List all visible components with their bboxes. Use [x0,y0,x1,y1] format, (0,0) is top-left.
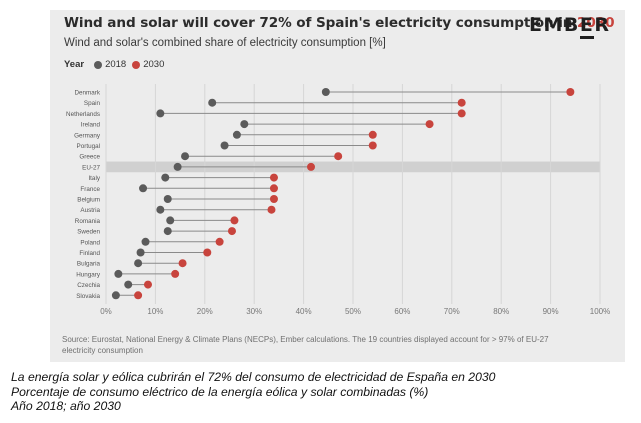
category-label: Bulgaria [77,261,101,268]
point-2030 [334,152,343,161]
category-label: Slovakia [76,293,100,300]
caption-line-2: Porcentaje de consumo eléctrico de la en… [11,384,429,399]
legend-item-2018: 2018 [94,59,126,70]
category-label: Ireland [81,122,101,129]
chart-legend: Year 2018 2030 [64,59,170,70]
point-2018 [111,291,120,300]
point-2030 [178,259,187,268]
title-text: Wind and solar will cover 72% of Spain's… [64,15,578,31]
legend-dot-2030 [132,60,141,69]
point-2030 [143,280,152,289]
x-tick-label: 10% [147,307,163,316]
point-2030 [215,237,224,246]
point-2018 [163,195,172,203]
category-label: Spain [84,100,101,107]
point-2030 [307,162,316,171]
category-label: Denmark [74,90,100,97]
category-label: Austria [80,207,100,214]
category-label: France [80,186,100,193]
caption: La energía solar y eólica cubrirán el 72… [11,370,495,414]
point-2018 [156,109,165,118]
point-2030 [203,248,212,257]
point-2030 [171,269,180,278]
point-2030 [368,130,377,139]
category-label: Poland [80,239,100,246]
category-label: Italy [88,175,100,182]
category-label: Portugal [77,143,100,150]
category-label: Belgium [77,197,100,204]
point-2030 [457,109,466,118]
category-label: Czechia [77,282,100,289]
chart-title: Wind and solar will cover 72% of Spain's… [64,15,615,31]
x-tick-label: 60% [394,307,410,316]
x-tick-label: 90% [543,307,559,316]
category-label: EU-27 [82,164,100,171]
legend-label-2030: 2030 [143,59,165,70]
x-tick-label: 70% [444,307,460,316]
category-label: Romania [75,218,101,225]
point-2018 [114,269,123,278]
point-2018 [139,184,148,193]
point-2018 [124,280,133,289]
x-tick-label: 40% [296,307,312,316]
point-2030 [269,173,278,182]
caption-line-1: La energía solar y eólica cubrirán el 72… [11,370,496,384]
point-2018 [166,216,175,225]
point-2030 [457,98,466,107]
x-tick-label: 100% [590,307,610,316]
category-label: Finland [79,250,100,257]
x-tick-label: 20% [197,307,213,316]
point-2018 [232,130,241,139]
x-tick-label: 30% [246,307,262,316]
point-2018 [161,173,170,182]
point-2030 [267,205,276,214]
category-label: Sweden [77,229,100,236]
source-note: Source: Eurostat, National Energy & Clim… [62,335,549,355]
point-2030 [230,216,239,225]
chart-subtitle: Wind and solar's combined share of elect… [64,37,386,49]
dumbbell-chart: 0% 10% 20% 30% 40% 50% 60% 70% 80% 90% 100% Denmark… [66,84,610,316]
caption-line-3: Año 2018; año 2030 [11,399,121,413]
x-tick-label: 80% [493,307,509,316]
legend-label-2018: 2018 [105,59,127,70]
x-tick-label: 50% [345,307,361,316]
point-2030 [134,291,143,300]
point-2030 [566,88,575,96]
legend-title: Year [64,59,85,70]
point-2030 [269,184,278,193]
point-2018 [240,120,249,129]
category-label: Germany [74,132,101,139]
point-2018 [208,98,217,107]
point-2030 [368,141,377,150]
legend-item-2030: 2030 [132,59,164,70]
point-2018 [321,88,330,96]
category-label: Greece [79,154,100,161]
point-2030 [227,227,236,236]
category-label: Netherlands [66,111,100,118]
ember-logo: EMBER [529,14,611,39]
title-highlight-year: 2030 [577,15,615,31]
point-2018 [141,237,150,246]
point-2018 [156,205,165,214]
category-label: Hungary [76,271,101,278]
point-2018 [134,259,143,268]
point-2030 [269,195,278,203]
legend-dot-2018 [94,60,103,69]
point-2030 [425,120,434,129]
point-2018 [136,248,145,257]
point-2018 [181,152,190,161]
point-2018 [220,141,229,150]
point-2018 [173,162,182,171]
point-2018 [163,227,172,236]
x-tick-label: 0% [100,307,112,316]
